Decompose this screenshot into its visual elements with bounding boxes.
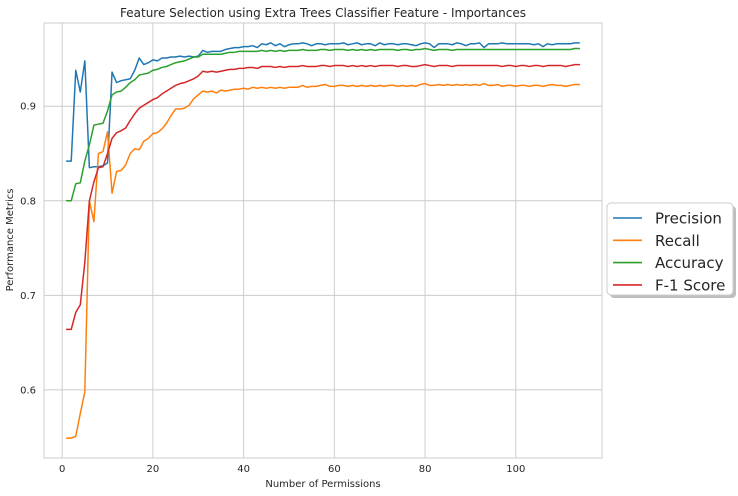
y-tick-label: 0.9 <box>20 102 36 113</box>
series-line-accuracy <box>65 47 581 202</box>
legend-label-precision: Precision <box>655 210 722 228</box>
chart-title: Feature Selection using Extra Trees Clas… <box>120 6 526 20</box>
x-tick-label: 80 <box>419 464 432 475</box>
legend: Precision Recall Accuracy F-1 Score <box>606 202 736 298</box>
x-tick-label: 100 <box>506 464 525 475</box>
y-tick-label: 0.8 <box>20 196 36 207</box>
y-tick-label: 0.6 <box>20 385 36 396</box>
x-tick-label: 60 <box>328 464 341 475</box>
x-axis-ticks: 0 20 40 60 80 100 <box>59 464 525 475</box>
x-axis-label: Number of Permissions <box>265 479 380 490</box>
series-line-recall <box>65 82 581 439</box>
series-line-precision <box>65 42 581 169</box>
legend-box <box>606 202 734 296</box>
x-tick-label: 40 <box>237 464 250 475</box>
plot-frame <box>43 22 603 459</box>
legend-label-f-1-score: F-1 Score <box>655 276 725 294</box>
plot-area <box>44 23 602 458</box>
series-line-f-1-score <box>65 63 581 331</box>
x-tick-label: 0 <box>59 464 65 475</box>
x-tick-label: 20 <box>147 464 160 475</box>
y-axis-ticks: 0.6 0.7 0.8 0.9 <box>20 102 36 397</box>
legend-label-accuracy: Accuracy <box>655 254 724 272</box>
y-axis-label: Performance Metrics <box>5 189 16 292</box>
legend-label-recall: Recall <box>655 232 700 250</box>
series-lines <box>65 42 581 439</box>
grid <box>44 23 602 458</box>
legend-items: Precision Recall Accuracy F-1 Score <box>613 210 725 294</box>
y-tick-label: 0.7 <box>20 291 36 302</box>
